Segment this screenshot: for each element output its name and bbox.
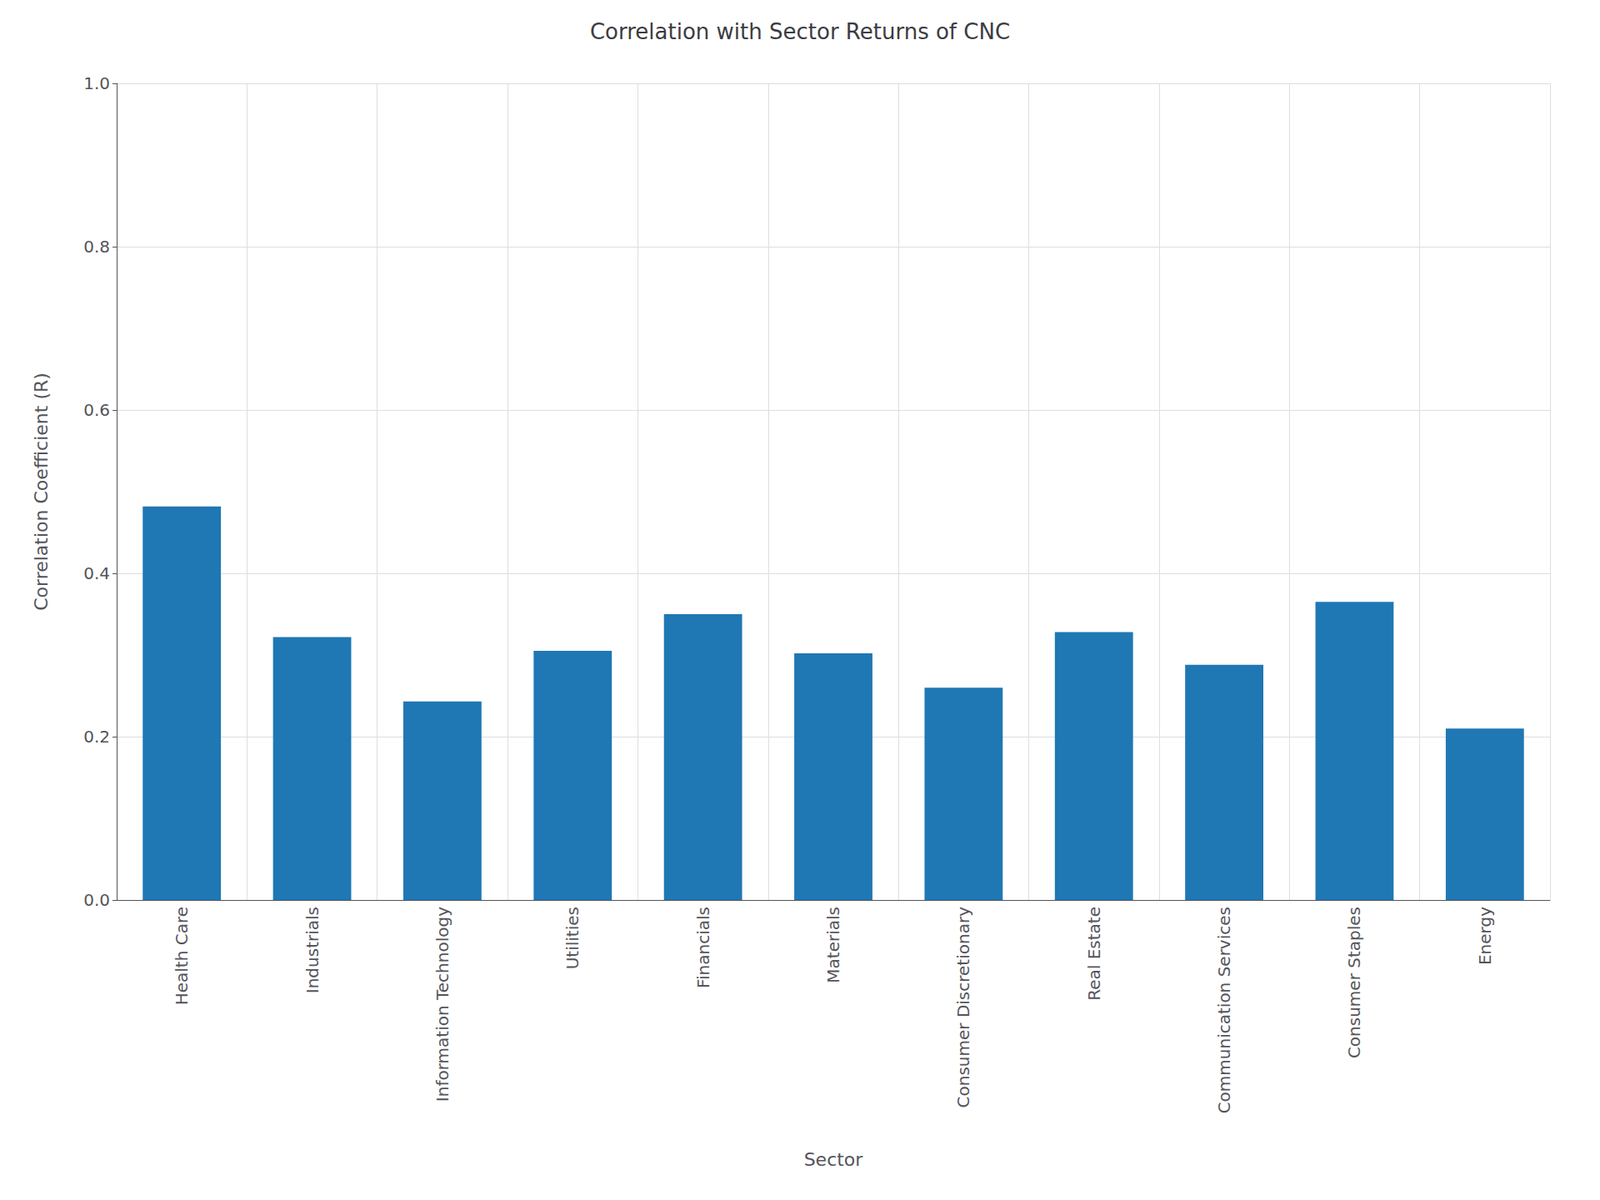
svg-text:0.4: 0.4 [83, 563, 110, 584]
svg-text:0.8: 0.8 [83, 236, 110, 257]
svg-text:Financials: Financials [693, 906, 714, 989]
svg-text:0.2: 0.2 [83, 726, 110, 747]
svg-text:Real Estate: Real Estate [1084, 906, 1105, 1001]
svg-text:1.0: 1.0 [83, 73, 110, 94]
svg-text:Information Technology: Information Technology [432, 906, 453, 1102]
svg-text:Energy: Energy [1475, 906, 1495, 965]
svg-text:Correlation with Sector Return: Correlation with Sector Returns of CNC [590, 19, 1010, 45]
svg-text:Communication Services: Communication Services [1214, 906, 1235, 1114]
svg-text:Correlation Coefficient (R): Correlation Coefficient (R) [30, 372, 52, 611]
svg-text:Health Care: Health Care [171, 906, 192, 1005]
svg-text:0.0: 0.0 [83, 890, 110, 910]
svg-text:Consumer Staples: Consumer Staples [1344, 906, 1365, 1059]
svg-text:Utilities: Utilities [562, 906, 583, 970]
svg-text:Sector: Sector [804, 1149, 865, 1170]
svg-text:Consumer Discretionary: Consumer Discretionary [953, 906, 974, 1109]
svg-text:Industrials: Industrials [302, 906, 323, 994]
svg-text:0.6: 0.6 [83, 400, 110, 420]
svg-text:Materials: Materials [823, 906, 844, 984]
